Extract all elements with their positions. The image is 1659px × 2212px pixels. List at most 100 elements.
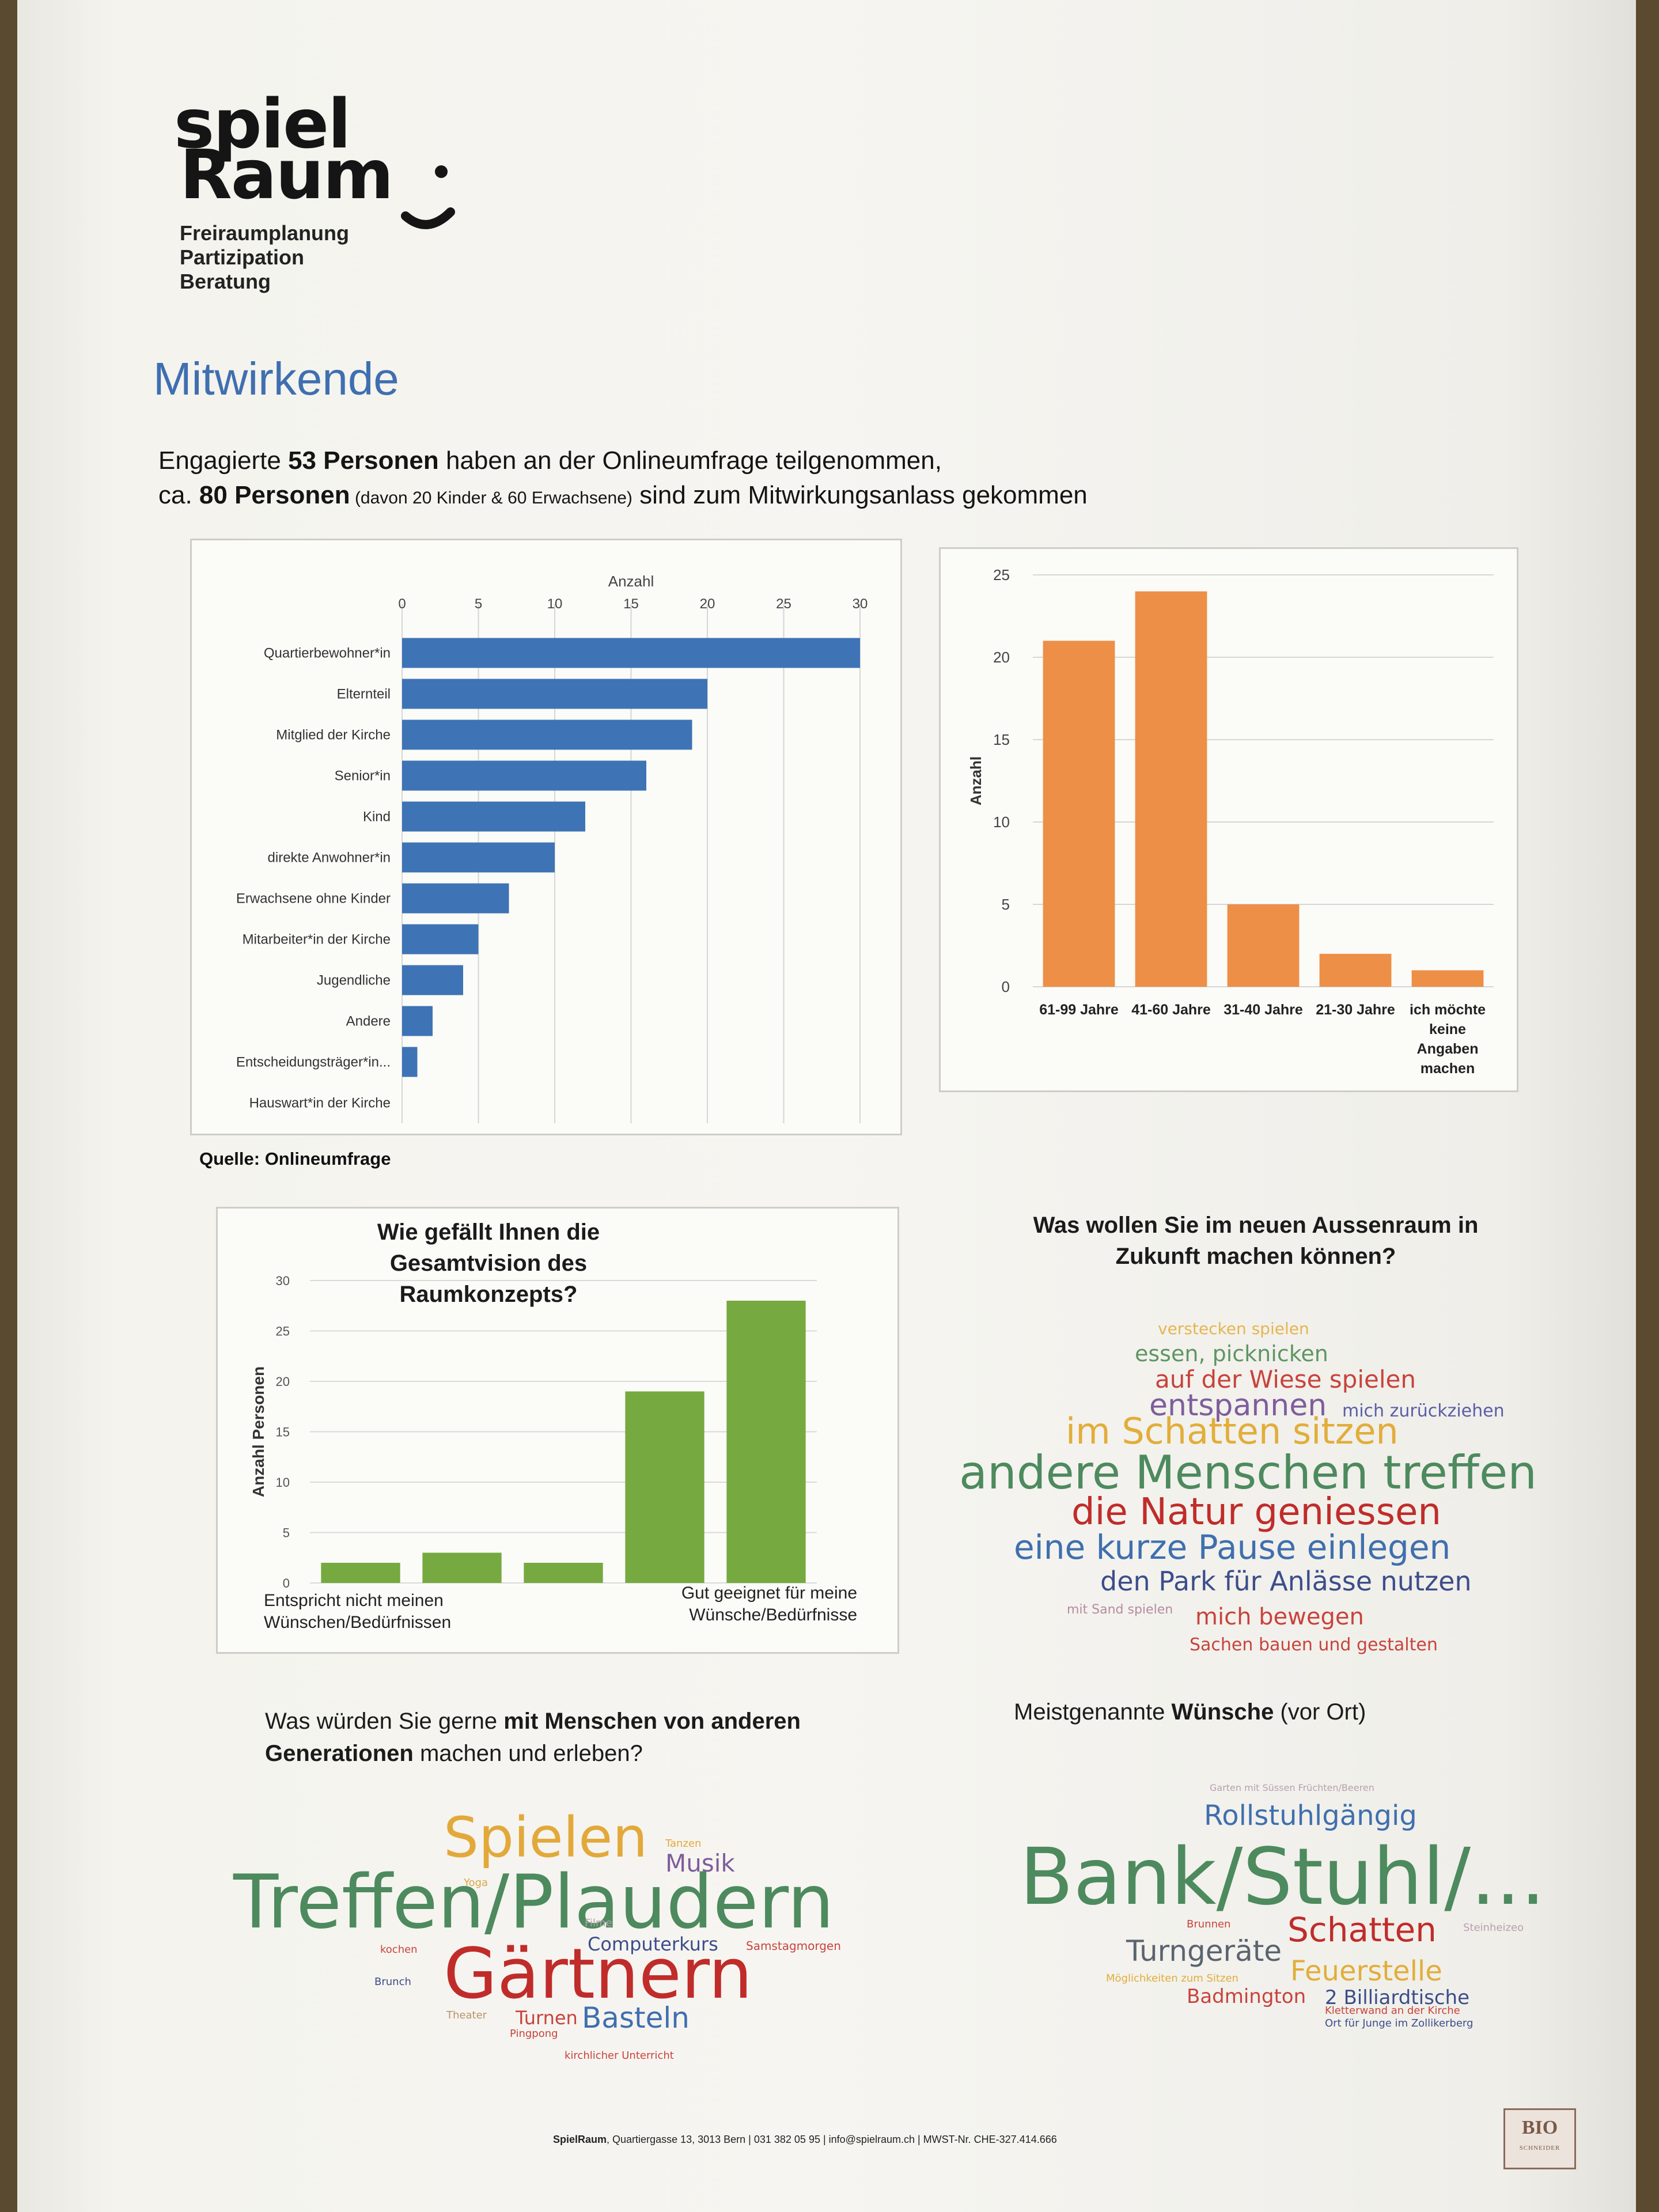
cloud-word: Gärtnern — [444, 1934, 753, 2014]
bio-badge: BIO SCHNEIDER — [1503, 2108, 1576, 2169]
intro-1-pre: Engagierte — [158, 446, 289, 475]
bar — [402, 842, 555, 873]
x-tick-label: 5 — [475, 596, 482, 612]
logo-word-spiel: spiel — [174, 84, 351, 164]
x-tick-label: 10 — [547, 596, 563, 612]
category-label: 61-99 Jahre — [1039, 1002, 1119, 1018]
cloud-word: Brunch — [374, 1976, 411, 1988]
intro-1-post: haben an der Onlineumfrage teilgenommen, — [438, 446, 942, 475]
chart-3-frame: Wie gefällt Ihnen die Gesamtvision des R… — [216, 1207, 899, 1654]
bar — [402, 883, 509, 914]
y-tick-label: 30 — [276, 1274, 290, 1288]
page-title: Mitwirkende — [153, 353, 399, 404]
bar — [402, 638, 860, 668]
cloud-3-title-post: (vor Ort) — [1274, 1699, 1366, 1725]
cloud-word: auf der Wiese spielen — [1155, 1365, 1416, 1393]
cloud-word: kochen — [380, 1944, 418, 1956]
bar — [1319, 953, 1392, 987]
cloud-2-title: Was würden Sie gerne mit Menschen von an… — [265, 1705, 899, 1770]
category-label: direkte Anwohner*in — [268, 850, 391, 866]
y-tick-label: 20 — [276, 1374, 290, 1389]
y-axis-title: Anzahl Personen — [249, 1366, 267, 1497]
bar — [402, 924, 479, 955]
intro-line-2: ca. 80 Personen (davon 20 Kinder & 60 Er… — [158, 478, 1088, 516]
category-label: Elternteil — [337, 687, 391, 702]
bar — [402, 719, 692, 750]
category-label: Jugendliche — [317, 973, 391, 988]
cloud-word: Spielen — [444, 1805, 648, 1870]
cloud-word: Steinheizeo — [1463, 1922, 1524, 1934]
cloud-word: Theater — [446, 2009, 487, 2021]
cloud-word: mich zurückziehen — [1342, 1401, 1505, 1421]
cloud-word: entspannen — [1149, 1388, 1327, 1423]
cloud-word: andere Menschen treffen — [959, 1446, 1537, 1499]
y-axis-title: Anzahl — [967, 756, 984, 805]
y-tick-label: 10 — [993, 813, 1010, 831]
bar — [524, 1563, 603, 1583]
category-label: ich möchte keine Angaben machen — [1410, 1002, 1486, 1077]
category-label: Quartierbewohner*in — [264, 646, 391, 661]
cloud-word: 2 Billiardtische — [1325, 1986, 1469, 2009]
category-label: 21-30 Jahre — [1316, 1002, 1395, 1018]
bar — [321, 1563, 400, 1583]
cloud-word: Kletterwand an der Kirche — [1325, 2005, 1460, 2017]
bar — [1411, 970, 1484, 987]
bar — [402, 1047, 418, 1077]
cloud-3-title: Meistgenannte Wünsche (vor Ort) — [1014, 1696, 1532, 1728]
category-label: Senior*in — [335, 768, 391, 784]
bar — [402, 1006, 433, 1036]
bio-badge-line-1: BIO — [1521, 2117, 1558, 2138]
cloud-1-title: Was wollen Sie im neuen Aussenraum in Zu… — [1033, 1213, 1479, 1269]
cloud-word: Schatten — [1287, 1910, 1437, 1949]
cloud-word: Musik — [665, 1849, 735, 1877]
category-label: Mitglied der Kirche — [276, 728, 391, 743]
logo-tagline-2: Partizipation — [180, 245, 305, 269]
chart-3-title: Wie gefällt Ihnen die Gesamtvision des R… — [377, 1219, 600, 1307]
cloud-word: Filme — [585, 1917, 612, 1929]
cloud-word: Feuerstelle — [1290, 1955, 1442, 1987]
x-axis-title: Anzahl — [608, 573, 654, 590]
intro-1-bold: 53 Personen — [288, 446, 439, 475]
cloud-word: Möglichkeiten zum Sitzen — [1106, 1972, 1238, 1984]
cloud-word: Yoga — [464, 1877, 488, 1889]
cloud-3-title-bold: Wünsche — [1171, 1699, 1274, 1725]
cloud-word: verstecken spielen — [1158, 1319, 1309, 1338]
cloud-word: mich bewegen — [1195, 1604, 1364, 1630]
bar — [402, 801, 585, 832]
category-label: Erwachsene ohne Kinder — [236, 891, 391, 907]
bar — [402, 679, 707, 709]
y-tick-label: 0 — [283, 1576, 290, 1590]
bar — [422, 1552, 502, 1583]
cloud-word: Pingpong — [510, 2028, 558, 2040]
wordcloud-future-activities: verstecken spielen essen, picknicken auf d… — [939, 1308, 1596, 1655]
logo-smile-icon — [401, 165, 455, 229]
cloud-3-title-pre: Meistgenannte — [1014, 1699, 1172, 1725]
bar — [726, 1301, 806, 1583]
chart-vision-rating: 0 5 10 15 20 25 30 Anzahl Personen Entspricht ni… — [249, 1274, 857, 1632]
logo-tagline-3: Beratung — [180, 270, 271, 293]
cloud-word: Rollstuhlgängig — [1204, 1800, 1417, 1832]
bar — [402, 760, 646, 791]
intro-line-1: Engagierte 53 Personen haben an der Onli… — [158, 444, 942, 478]
intro-2-bold: 80 Personen — [199, 481, 350, 509]
cloud-word: essen, picknicken — [1135, 1341, 1328, 1366]
bar — [1227, 904, 1300, 987]
cloud-word: Treffen/Plaudern — [233, 1859, 834, 1945]
intro-2-post: sind zum Mitwirkungsanlass gekommen — [632, 481, 1088, 509]
cloud-word: Turnen — [516, 2007, 578, 2029]
category-label: 31-40 Jahre — [1224, 1002, 1303, 1018]
intro-2-small: (davon 20 Kinder & 60 Erwachsene) — [350, 488, 632, 507]
y-tick-label: 15 — [276, 1425, 290, 1440]
cloud-word: Sachen bauen und gestalten — [1190, 1635, 1438, 1655]
cloud-word: Turngeräte — [1126, 1934, 1282, 1968]
bar — [1043, 641, 1115, 987]
category-label: Hauswart*in der Kirche — [249, 1096, 391, 1111]
wordcloud-wishes: Garten mit Süssen Früchten/Beeren Rollstu… — [997, 1780, 1642, 2045]
chart-age-groups: 0 5 10 15 20 25 Anzahl 61-99 Jahre 41-60 Jahre 31… — [967, 566, 1494, 1077]
cloud-word: mit Sand spielen — [1067, 1603, 1173, 1617]
y-tick-label: 5 — [283, 1526, 290, 1540]
cloud-word: Bank/Stuhl/... — [1020, 1832, 1546, 1923]
x-tick-label: 20 — [700, 596, 715, 612]
poster: spiel Raum Freiraumplanung Partizipation… — [17, 0, 1636, 2212]
cloud-2-title-bold-1: mit Menschen von anderen — [503, 1709, 801, 1734]
